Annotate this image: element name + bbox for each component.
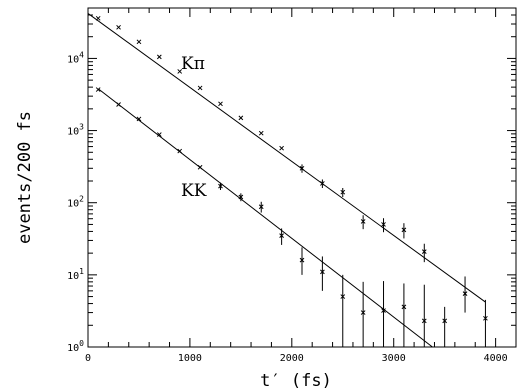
- data-point: [421, 249, 427, 254]
- data-point: [238, 194, 244, 200]
- y-tick-label: 101: [67, 267, 84, 282]
- y-tick-labels: 100 101 102 103 104: [67, 50, 84, 354]
- y-tick-label: 100: [67, 339, 84, 354]
- data-point: [218, 183, 223, 189]
- x-tick-label: 2000: [280, 353, 304, 364]
- data-point: [116, 24, 121, 30]
- data-point: [258, 204, 264, 210]
- data-point: [136, 39, 142, 45]
- data-point: [299, 165, 305, 171]
- y-axis-label: events/200 fs: [15, 111, 35, 244]
- data-point: [238, 115, 244, 121]
- data-point: [360, 219, 366, 224]
- data-points: [95, 15, 488, 324]
- data-point: [218, 101, 223, 107]
- data-point: [462, 291, 468, 296]
- data-point: [442, 318, 448, 324]
- data-point: [401, 227, 407, 233]
- data-point: [340, 189, 346, 195]
- data-point: [360, 310, 366, 315]
- x-tick-label: 4000: [484, 353, 508, 364]
- data-point: [421, 318, 427, 324]
- fit-line: [97, 88, 433, 348]
- series-label-kpi: Kπ: [181, 54, 205, 74]
- data-point: [299, 257, 305, 263]
- x-tick-label: 0: [85, 353, 91, 364]
- data-point: [320, 269, 325, 275]
- data-point: [381, 222, 386, 227]
- data-point: [258, 130, 264, 136]
- x-tick-label: 1000: [178, 353, 202, 364]
- data-point: [177, 148, 183, 154]
- data-point: [381, 308, 386, 313]
- data-point: [340, 294, 346, 299]
- y-tick-label: 102: [67, 195, 84, 210]
- data-point: [116, 102, 121, 107]
- axis-ticks: [87, 7, 517, 348]
- data-point: [197, 164, 203, 170]
- y-tick-label: 103: [67, 123, 84, 138]
- data-point: [279, 233, 284, 238]
- data-point: [177, 69, 183, 74]
- data-point: [279, 145, 284, 151]
- fit-lines: [87, 13, 486, 348]
- data-point: [197, 85, 203, 91]
- data-point: [156, 132, 162, 137]
- x-tick-labels: 0 1000 2000 3000 4000: [85, 353, 508, 364]
- fit-line: [87, 13, 486, 303]
- data-point: [401, 304, 407, 310]
- data-point: [483, 315, 488, 321]
- data-point: [156, 54, 162, 60]
- y-tick-label: 104: [67, 50, 84, 65]
- series-label-kk: KK: [181, 181, 207, 201]
- data-point: [136, 116, 142, 122]
- x-tick-label: 3000: [382, 353, 406, 364]
- data-point: [320, 181, 325, 186]
- data-point: [95, 15, 101, 21]
- x-axis-label: t′ (fs): [260, 371, 332, 391]
- data-point: [95, 87, 101, 92]
- plot-frame: [87, 7, 517, 348]
